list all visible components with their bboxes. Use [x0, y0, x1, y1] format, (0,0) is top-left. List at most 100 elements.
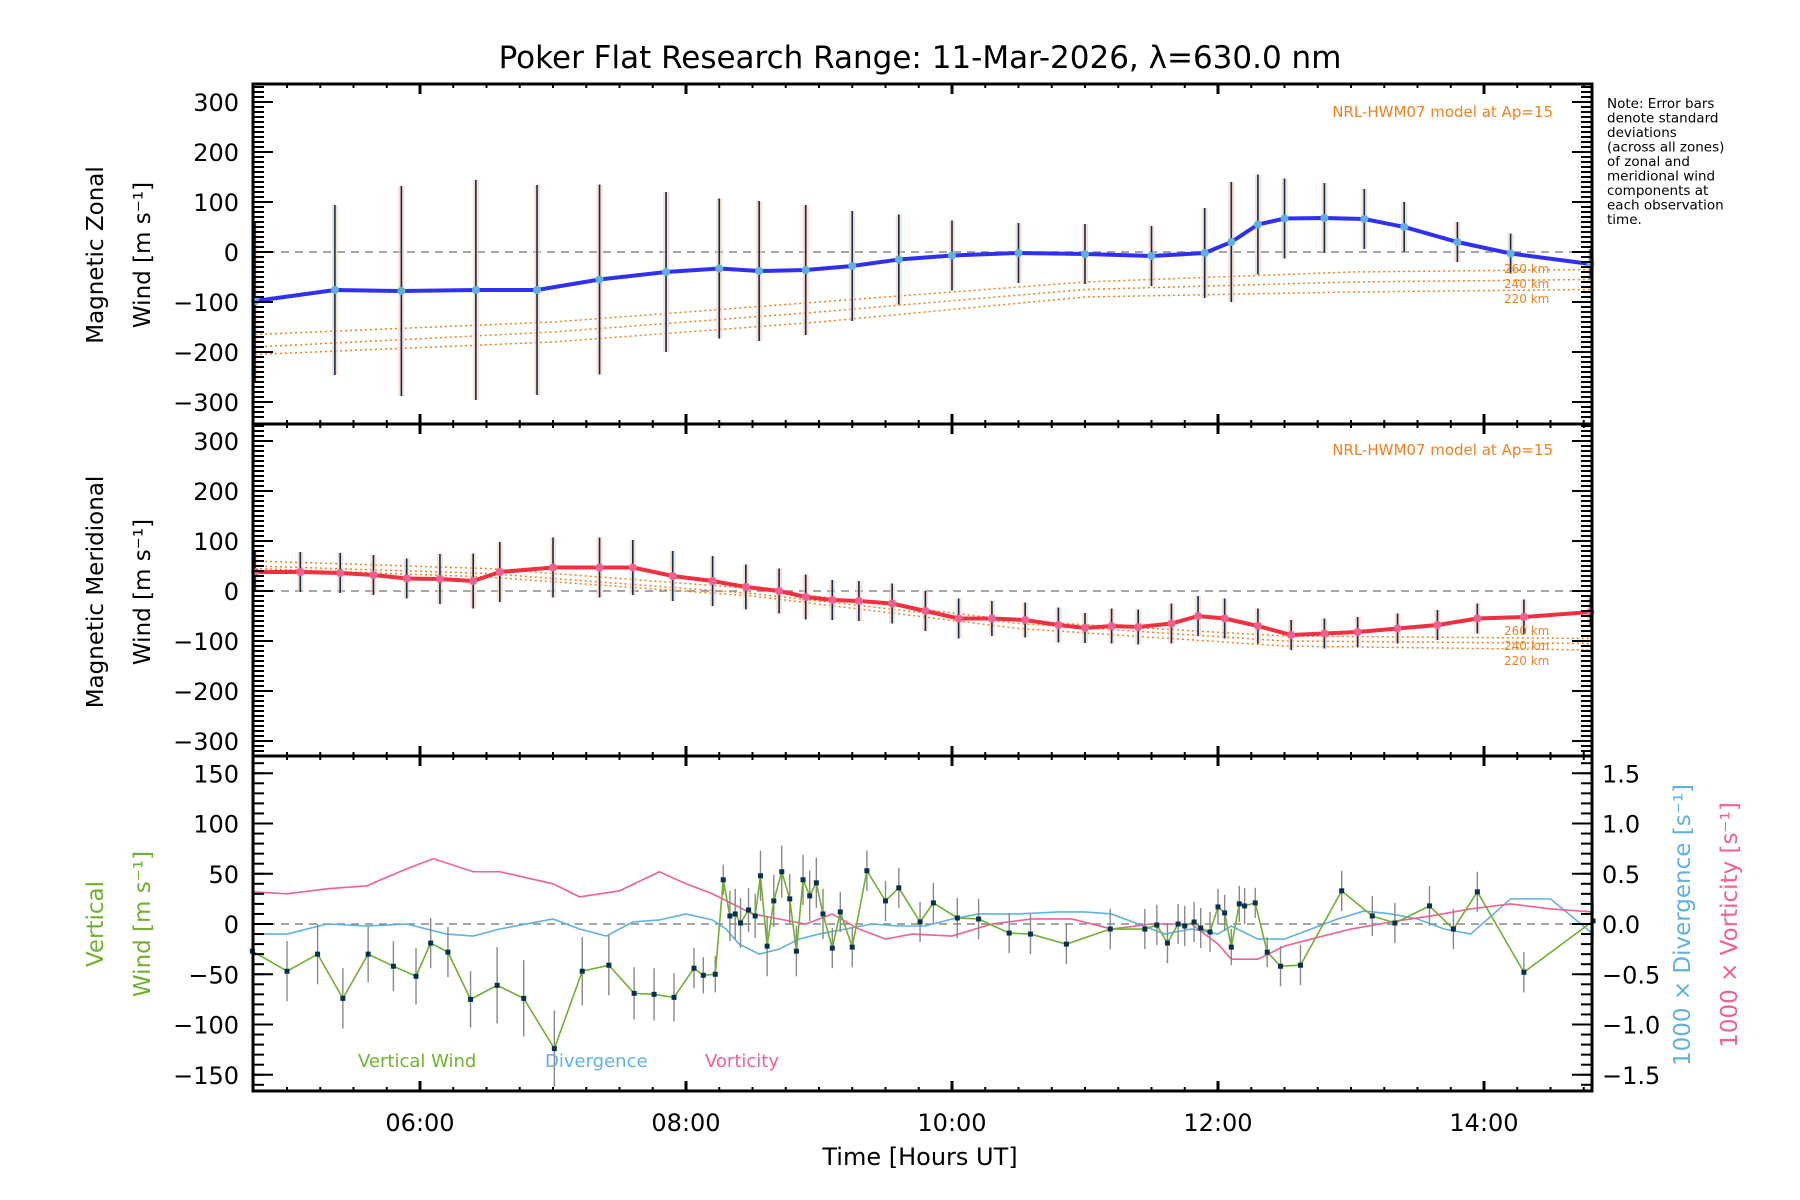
vertical-wind-point: [365, 951, 371, 957]
zonal-ylabel-line1: Magnetic Zonal: [83, 166, 109, 344]
vertical-wind-point: [849, 944, 855, 950]
zonal-ylabel-line2: Wind [m s⁻¹]: [130, 182, 156, 328]
vertical-wind-point: [746, 907, 752, 913]
meridional-model-label: NRL-HWM07 model at Ap=15: [1332, 441, 1553, 459]
note-line: deviations: [1607, 125, 1677, 141]
wind-point: [1360, 215, 1369, 223]
y-tick-label: 200: [193, 478, 239, 506]
note-line: meridional wind: [1607, 169, 1715, 185]
y-tick-label: 300: [193, 89, 239, 117]
vertical-wind-point: [1242, 903, 1248, 909]
meridional-260km-label: 260 km: [1504, 624, 1549, 638]
vertical-wind-point: [700, 972, 706, 978]
wind-point: [1320, 629, 1329, 638]
vertical-wind-point: [896, 885, 902, 891]
wind-point: [471, 286, 480, 294]
wind-point: [330, 286, 339, 294]
wind-point: [495, 568, 504, 576]
vertical-wind-point: [813, 880, 819, 886]
vertical-wind-point: [1450, 926, 1456, 932]
x-tick-label: 12:00: [1183, 1109, 1252, 1137]
meridional-ylabel-line1: Magnetic Meridional: [83, 476, 109, 709]
vertical-wind-point: [1228, 944, 1234, 950]
x-tick-label: 06:00: [385, 1109, 454, 1137]
vertical-wind-point: [1107, 926, 1113, 932]
vertical-wind-point: [764, 943, 770, 949]
vertical-wind-point: [1027, 931, 1033, 937]
vertical-wind-point: [340, 995, 346, 1001]
y-tick-label: −150: [173, 1062, 239, 1090]
note-line: denote standard: [1607, 111, 1718, 127]
vertical-wind-point: [829, 945, 835, 951]
y-tick-label: −200: [173, 339, 239, 367]
model-curve-hwm07-220-km: [255, 288, 1591, 356]
vertical-wind-point: [1236, 901, 1242, 907]
vertical-wind-point: [752, 913, 758, 919]
model-curve-hwm07-260-km: [255, 268, 1591, 336]
y2-tick-label: 0.5: [1602, 861, 1640, 889]
y-tick-label: 0: [224, 578, 239, 606]
panel-frame: [251, 82, 1594, 426]
y-tick-label: 100: [193, 528, 239, 556]
vertical-wind-point: [1191, 919, 1197, 925]
wind-point: [1433, 621, 1442, 629]
vertical-wind-point: [1164, 940, 1170, 946]
wind-point: [1353, 628, 1362, 636]
vertical-wind-point: [1154, 922, 1160, 928]
vertical-wind-point: [779, 869, 785, 875]
y-tick-label: 200: [193, 139, 239, 167]
note-line: Note: Error bars: [1607, 96, 1714, 112]
y-tick-label: 100: [193, 811, 239, 839]
legend-vorticity: Vorticity: [705, 1051, 779, 1072]
wind-point: [369, 571, 378, 579]
wind-point: [1473, 614, 1482, 623]
y-tick-label: 300: [193, 428, 239, 456]
vertical-wind-point: [445, 949, 451, 955]
note-line: each observation: [1607, 198, 1724, 214]
legend-vertical-wind: Vertical Wind: [358, 1051, 476, 1072]
wind-point: [1393, 624, 1402, 633]
x-tick-label: 10:00: [917, 1109, 986, 1137]
wind-point: [1227, 238, 1236, 246]
vertical-wind-point: [1175, 921, 1181, 927]
zonal-220km-label: 220 km: [1504, 292, 1549, 306]
zonal-240km-label: 240 km: [1504, 277, 1549, 291]
vertical-wind-point: [800, 877, 806, 883]
wind-point: [668, 572, 677, 580]
wind-point: [741, 583, 750, 591]
wind-point: [1253, 622, 1262, 630]
vertical-wind-point: [732, 911, 738, 917]
note-line: time.: [1607, 212, 1642, 228]
y-tick-label: −100: [173, 1012, 239, 1040]
wind-point: [888, 599, 897, 608]
wind-point: [954, 614, 963, 623]
vertical-wind-point: [1369, 913, 1375, 919]
y2-tick-label: 1.5: [1602, 760, 1640, 788]
wind-point: [1107, 622, 1116, 630]
meridional-240km-label: 240 km: [1504, 639, 1549, 653]
y2-tick-label: −1.5: [1602, 1062, 1660, 1090]
vertical-wind-point: [1207, 929, 1213, 935]
vertical-wind-point: [1264, 949, 1270, 955]
vertical-wind-line: [252, 868, 1594, 1051]
vertical-wind-point: [930, 900, 936, 906]
wind-point: [1320, 214, 1329, 222]
vertical-wind-point: [712, 971, 718, 977]
wind-point: [1081, 250, 1089, 258]
y2-tick-label: −0.5: [1602, 961, 1660, 989]
divergence-line: [252, 898, 1594, 955]
vertical-wind-point: [793, 948, 799, 954]
vertical-wind-point: [1252, 900, 1258, 906]
wind-point: [854, 597, 863, 605]
vertical-wind-point: [1392, 920, 1398, 926]
vertical-panel: −150 −100 −50 0 50 100 150 −1.5 −1.0 −0.5 0.0 0.5 1.…: [173, 754, 1660, 1093]
meridional-panel: −300 −200 −100 0 100 200 300: [173, 422, 1595, 758]
wind-point: [296, 568, 305, 576]
y-tick-label: −100: [173, 628, 239, 656]
wind-point: [1280, 214, 1289, 223]
y-tick-label: −100: [173, 289, 239, 317]
vertical-wind-point: [494, 982, 500, 988]
vertical-wind-point: [691, 965, 697, 971]
